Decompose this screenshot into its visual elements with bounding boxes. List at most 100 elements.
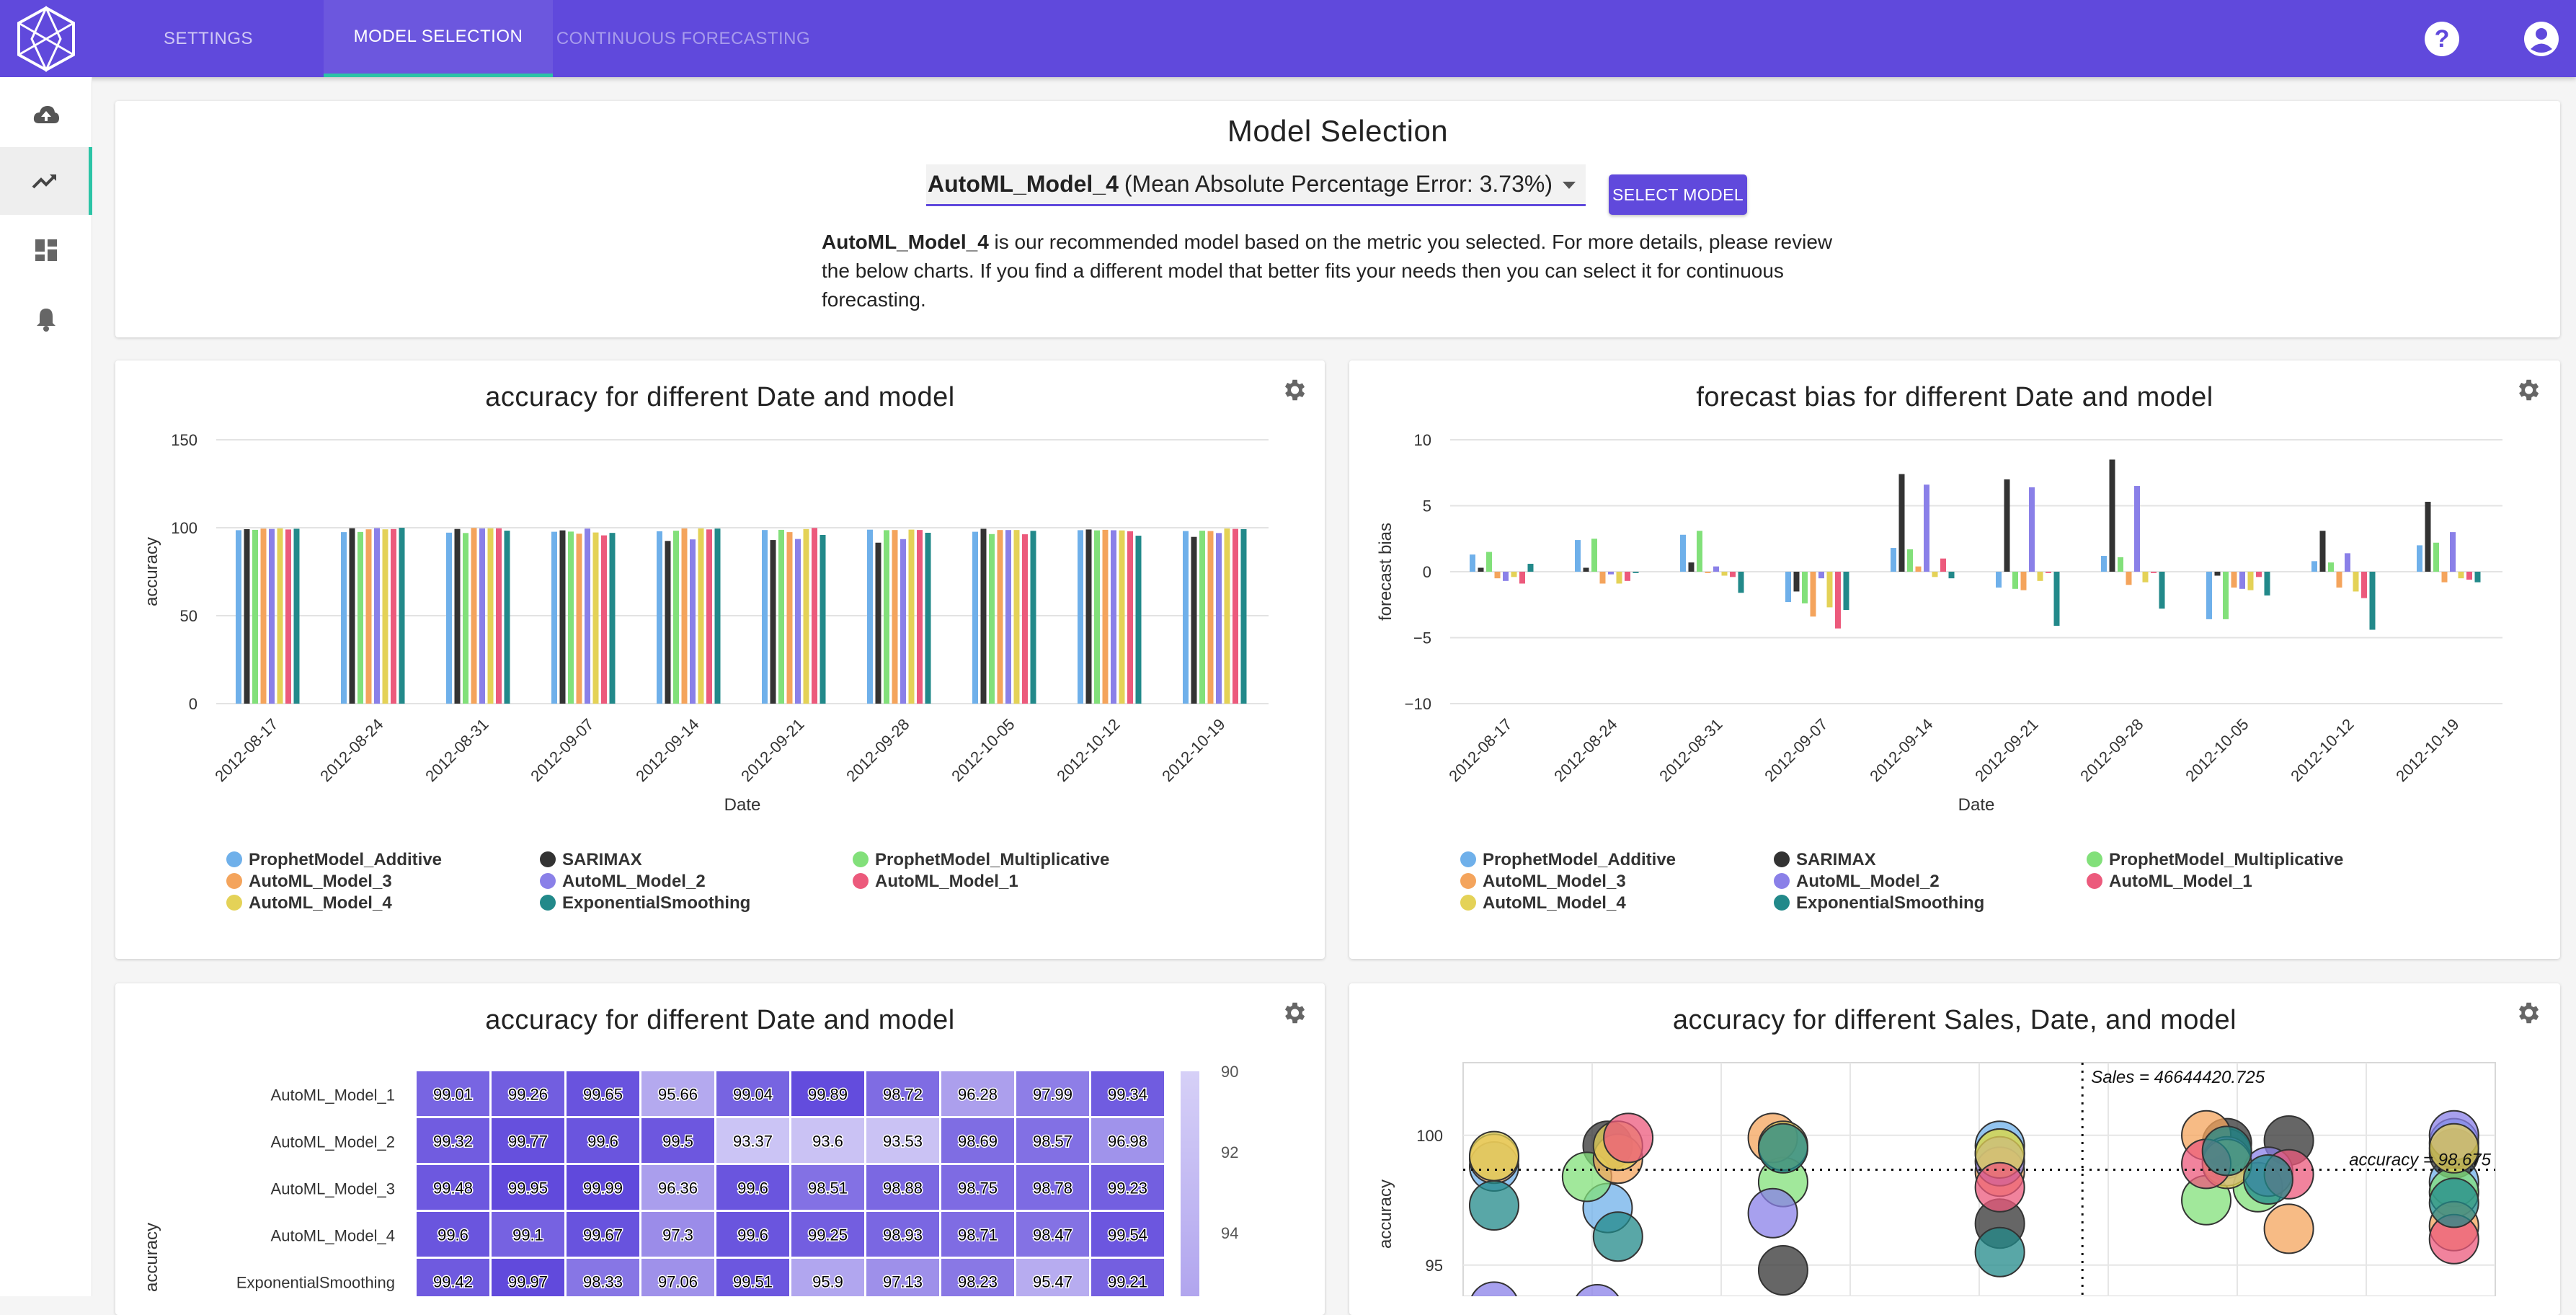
x-axis-label: Date (724, 795, 761, 815)
bar (293, 528, 300, 704)
gear-icon[interactable] (2514, 376, 2541, 404)
x-tick-label: 2012-10-05 (948, 715, 1018, 785)
legend-marker (853, 873, 869, 889)
bar (803, 528, 809, 704)
bar (2142, 572, 2149, 583)
legend-label: ProphetModel_Additive (1483, 850, 1676, 869)
gear-icon[interactable] (1280, 999, 1307, 1027)
bar (585, 528, 590, 704)
bar (2214, 572, 2221, 576)
heatmap-cell (716, 1212, 789, 1257)
bar (2109, 459, 2115, 572)
sales-annotation: Sales = 46644420.725 (2091, 1068, 2265, 1087)
heatmap-cell (791, 1259, 864, 1296)
trending-up-icon (32, 174, 56, 189)
bar (1705, 572, 1711, 573)
scatter-point (1974, 1161, 2025, 1213)
scatter-point (2201, 1125, 2252, 1177)
bar (2020, 572, 2027, 590)
model-select[interactable]: AutoML_Model_4 (Mean Absolute Percentage… (926, 164, 1586, 206)
cell-value: 98.47 (1033, 1226, 1072, 1244)
accuracy-scatter-card: accuracy for different Sales, Date, and … (1349, 983, 2560, 1315)
bar (1216, 533, 1222, 704)
sidebar-item-model-selection[interactable] (0, 147, 92, 215)
bar (1575, 540, 1581, 572)
bar (690, 539, 696, 704)
gear-icon[interactable] (2514, 999, 2541, 1027)
bar (2029, 487, 2035, 572)
bar (1633, 572, 1639, 573)
x-tick-label: 2012-09-28 (843, 715, 912, 785)
bar (714, 528, 721, 704)
x-tick-label: 2012-09-07 (527, 715, 597, 785)
forecast-bias-chart-card: forecast bias for different Date and mod… (1349, 360, 2560, 959)
colorbar-tick-label: 90 (1221, 1063, 1238, 1081)
bar (1713, 566, 1719, 572)
x-tick-label: 2012-08-24 (316, 715, 386, 785)
heatmap-cell (866, 1118, 939, 1163)
sidebar-item-upload[interactable] (0, 82, 92, 150)
heatmap-cell (716, 1118, 789, 1163)
x-tick-label: 2012-09-14 (632, 715, 702, 785)
legend-marker (1774, 851, 1790, 867)
help-icon[interactable]: ? (2423, 20, 2461, 58)
bar (1494, 572, 1501, 579)
selected-model-metric: (Mean Absolute Percentage Error: 3.73%) (1124, 171, 1553, 197)
tab-settings[interactable]: SETTINGS (163, 28, 253, 48)
legend-marker (1774, 873, 1790, 889)
bar (374, 528, 380, 704)
bar (244, 528, 250, 704)
cell-value: 98.57 (1033, 1133, 1072, 1151)
heatmap-cell (941, 1071, 1014, 1116)
scatter-point (2428, 1177, 2479, 1228)
heatmap-cell (417, 1259, 489, 1296)
app-logo-icon[interactable] (16, 6, 76, 72)
cell-value: 99.48 (433, 1179, 473, 1197)
bar (820, 535, 826, 704)
legend-marker (226, 851, 242, 867)
heatmap-cell (492, 1212, 564, 1257)
bar (576, 533, 582, 704)
legend-label: AutoML_Model_1 (875, 872, 1018, 891)
bar (1527, 564, 1534, 572)
tab-model-selection[interactable]: MODEL SELECTION (324, 0, 553, 77)
bar (277, 528, 283, 704)
bar (454, 528, 461, 704)
bar (1688, 562, 1695, 572)
y-tick-label: −5 (1413, 629, 1431, 647)
bar (2353, 572, 2359, 592)
x-tick-label: 2012-09-21 (1971, 715, 2041, 785)
bar (1478, 567, 1484, 572)
cell-value: 96.98 (1108, 1133, 1147, 1151)
gear-icon[interactable] (1280, 376, 1307, 404)
bar (1697, 531, 1702, 572)
y-tick-label: 5 (1423, 497, 1431, 515)
row-label: AutoML_Model_1 (271, 1086, 395, 1104)
bar (1102, 529, 1109, 704)
sidebar-item-notifications[interactable] (0, 285, 92, 353)
cell-value: 99.01 (433, 1086, 473, 1104)
select-model-button[interactable]: SELECT MODEL (1609, 174, 1747, 215)
forecast-bias-chart: −10 −5 0 5 10 forecast bias 2012-08-17 2012-08-… (1376, 431, 2502, 913)
bar (2101, 556, 2107, 572)
bar (559, 530, 566, 704)
bar (609, 533, 616, 704)
cell-value: 99.5 (662, 1133, 693, 1151)
heatmap-cell (791, 1071, 864, 1116)
bar (2046, 572, 2051, 573)
bar (673, 531, 679, 704)
bar (487, 528, 494, 704)
sidebar-item-dashboard[interactable] (0, 216, 92, 284)
scatter-point (1592, 1211, 1643, 1262)
account-icon[interactable] (2523, 20, 2560, 58)
bar (1470, 554, 1475, 572)
bar (1802, 572, 1808, 603)
bar (496, 528, 502, 704)
recommendation-body: is our recommended model based on the me… (822, 231, 1833, 311)
heatmap-cell (417, 1071, 489, 1116)
cell-value: 99.25 (808, 1226, 848, 1244)
legend-label: AutoML_Model_4 (249, 893, 392, 913)
accuracy-heatmap-card: accuracy for different Date and model ac… (115, 983, 1325, 1315)
tab-continuous-forecasting[interactable]: CONTINUOUS FORECASTING (556, 28, 811, 48)
cell-value: 98.23 (958, 1273, 998, 1291)
